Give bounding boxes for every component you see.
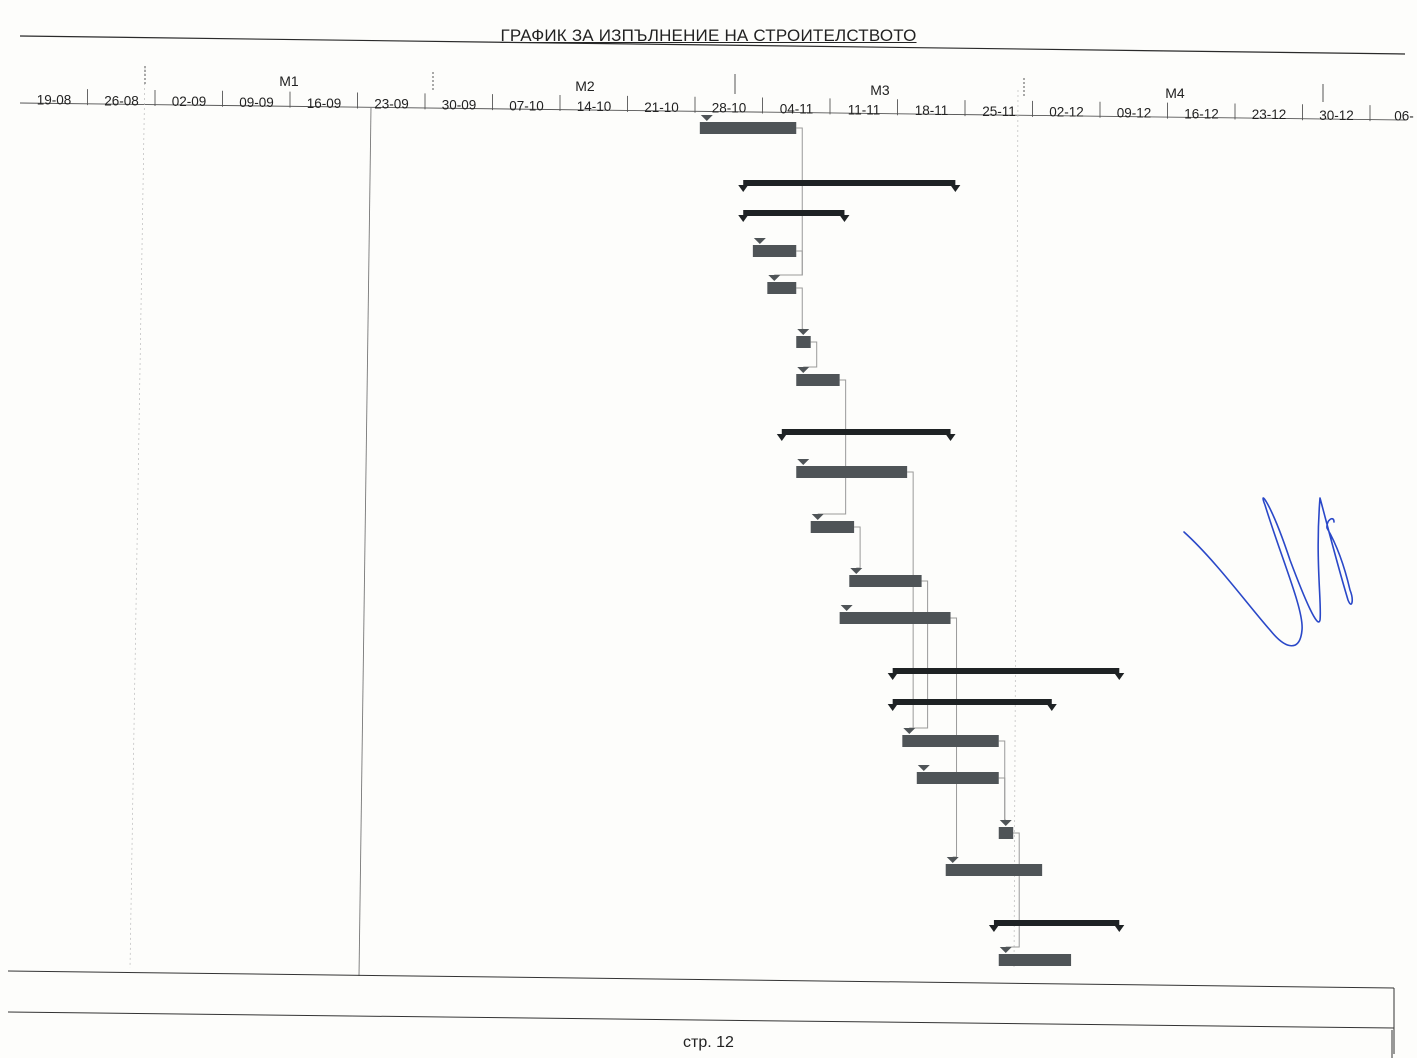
dependency-arrow [917, 765, 930, 771]
week-tick-label: 26-08 [104, 93, 139, 108]
summary-bar [892, 699, 1052, 705]
dependency-link [854, 526, 861, 569]
task-bar [796, 374, 840, 386]
summary-end-marker [839, 215, 850, 222]
task-bar [945, 864, 1043, 876]
week-tick-label: 16-09 [307, 96, 342, 111]
month-label-m1: M1 [279, 73, 299, 89]
week-tick-label: 02-12 [1049, 105, 1084, 120]
page-number: стр. 12 [683, 1034, 734, 1051]
week-tick-label: 14-10 [577, 99, 612, 114]
week-tick-label: 25-11 [982, 104, 1016, 119]
summary-end-marker [776, 434, 787, 441]
dependency-arrow [768, 275, 781, 281]
summary-end-marker [887, 704, 898, 711]
header-bottom-border [19, 102, 1406, 121]
grid-vertical-23-09 [358, 106, 372, 977]
dependency-link [803, 341, 818, 368]
task-bar [916, 772, 999, 784]
week-tick-label: 09-12 [1117, 105, 1152, 120]
week-tick-label: 30-12 [1319, 108, 1354, 123]
summary-end-marker [988, 925, 999, 932]
task-bar [849, 575, 922, 587]
week-tick-label: 21-10 [644, 100, 679, 115]
summary-bar [781, 429, 951, 435]
dependency-arrow [840, 605, 853, 611]
dependency-link [796, 287, 804, 330]
dependency-link [909, 580, 929, 729]
task-bar [998, 827, 1014, 839]
week-tick-label: 06- [1394, 109, 1414, 124]
summary-end-marker [1114, 673, 1125, 680]
dependency-arrow [797, 459, 810, 465]
week-tick-label: 09-09 [239, 95, 274, 110]
month-label-m2: M2 [575, 78, 595, 94]
dependency-arrow [999, 947, 1012, 953]
grid-dotted-m1 [129, 67, 146, 969]
task-bar [752, 245, 797, 257]
dependency-link [817, 379, 847, 515]
summary-end-marker [945, 434, 956, 441]
week-tick-label: 07-10 [509, 98, 544, 113]
summary-bar [743, 180, 956, 186]
summary-end-marker [887, 673, 898, 680]
week-tick-label: 19-08 [37, 93, 72, 108]
dependency-arrow [797, 329, 810, 335]
dependency-arrow [999, 820, 1012, 826]
summary-bar [892, 668, 1120, 674]
grid-dotted-m4 [1013, 89, 1019, 971]
footer-top-border [7, 1011, 1395, 1029]
task-bar [998, 954, 1072, 966]
week-tick-label: 30-09 [442, 97, 477, 112]
week-tick-label: 04-11 [780, 101, 814, 116]
dependency-arrow [946, 857, 959, 863]
summary-end-marker [1114, 925, 1125, 932]
task-bar [902, 735, 999, 747]
week-tick-label: 02-09 [172, 94, 207, 109]
month-label-m3: M3 [870, 82, 890, 98]
dependency-arrow [811, 514, 824, 520]
task-bar [767, 282, 797, 294]
dependency-link [1005, 832, 1020, 948]
dependency-link [907, 471, 914, 729]
task-bar [839, 612, 951, 624]
plot-bottom-border [7, 970, 1395, 989]
dependency-arrow [850, 568, 863, 574]
task-bar [699, 122, 797, 134]
dependency-link [774, 250, 803, 276]
week-tick-label: 16-12 [1184, 106, 1219, 121]
dependency-link [998, 777, 1006, 821]
dependency-arrow [753, 238, 766, 244]
task-bar [796, 466, 908, 478]
signature-scribble [1183, 497, 1353, 647]
week-tick-label: 23-12 [1252, 107, 1287, 122]
week-tick-label: 28-10 [712, 101, 747, 116]
task-bar [796, 336, 811, 348]
week-tick-label: 23-09 [374, 97, 409, 112]
summary-end-marker [738, 185, 749, 192]
week-tick-label: 11-11 [848, 102, 881, 117]
dependency-arrow [700, 115, 713, 121]
task-bar [810, 521, 855, 533]
month-label-m4: M4 [1165, 85, 1185, 101]
summary-end-marker [738, 215, 749, 222]
summary-bar [993, 920, 1120, 926]
summary-end-marker [1046, 704, 1057, 711]
summary-end-marker [950, 185, 961, 192]
week-tick-label: 18-11 [915, 103, 949, 118]
dependency-arrow [903, 728, 916, 734]
header-top-border [19, 35, 1406, 55]
summary-bar [743, 210, 845, 216]
page-title: ГРАФИК ЗА ИЗПЪЛНЕНИЕ НА СТРОИТЕЛСТВОТО [500, 26, 917, 45]
dependency-arrow [797, 367, 810, 373]
